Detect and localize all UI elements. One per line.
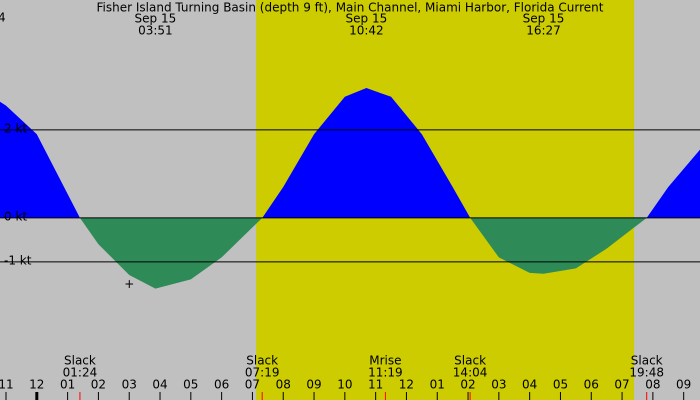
- x-tick-label: 12: [29, 378, 44, 392]
- x-tick-label: 05: [183, 378, 198, 392]
- x-tick-label: 10: [337, 378, 352, 392]
- event-date: Sep 15: [346, 12, 388, 26]
- x-tick-label: 04: [152, 378, 167, 392]
- event-time: 14:04: [453, 366, 488, 380]
- x-tick-label: 03: [491, 378, 506, 392]
- event-label: Slack: [454, 354, 486, 368]
- event-time: 11:19: [368, 366, 403, 380]
- event-time: 16:27: [526, 24, 561, 38]
- x-tick-label: 01: [430, 378, 445, 392]
- event-date: Sep 15: [135, 12, 177, 26]
- event-date: Sep 15: [523, 12, 565, 26]
- x-tick-label: 04: [522, 378, 537, 392]
- event-label: Slack: [64, 354, 96, 368]
- x-tick-label: 09: [676, 378, 691, 392]
- event-label: Slack: [631, 354, 663, 368]
- event-label: Mrise: [369, 354, 401, 368]
- flood-area: [0, 88, 700, 218]
- y-tick-label: 2 kt: [4, 121, 27, 135]
- y-tick-label: 0 kt: [4, 209, 27, 223]
- x-tick-label: 08: [276, 378, 291, 392]
- x-tick-label: 07: [614, 378, 629, 392]
- x-tick-label: 12: [399, 378, 414, 392]
- chart-title: Fisher Island Turning Basin (depth 9 ft)…: [97, 1, 604, 15]
- ebb-area: [0, 217, 700, 289]
- x-tick-label: 01: [60, 378, 75, 392]
- x-tick-label: 06: [584, 378, 599, 392]
- event-time: 10:42: [349, 24, 384, 38]
- event-time: 03:51: [138, 24, 173, 38]
- x-tick-label: 11: [0, 378, 14, 392]
- event-time: 01:24: [63, 366, 98, 380]
- x-tick-label: 08: [645, 378, 660, 392]
- event-time: 07:19: [245, 366, 280, 380]
- x-tick-label: 03: [122, 378, 137, 392]
- x-tick-label: 06: [214, 378, 229, 392]
- event-label: Slack: [246, 354, 278, 368]
- event-time: 19:48: [629, 366, 664, 380]
- corner-label: 4: [0, 11, 6, 25]
- x-tick-label: 07: [245, 378, 260, 392]
- cursor-marker: +: [124, 277, 134, 291]
- x-tick-label: 02: [91, 378, 106, 392]
- x-tick-label: 02: [460, 378, 475, 392]
- x-tick-label: 05: [553, 378, 568, 392]
- x-tick-label: 11: [368, 378, 383, 392]
- y-tick-label: -1 kt: [4, 253, 32, 267]
- x-tick-label: 09: [306, 378, 321, 392]
